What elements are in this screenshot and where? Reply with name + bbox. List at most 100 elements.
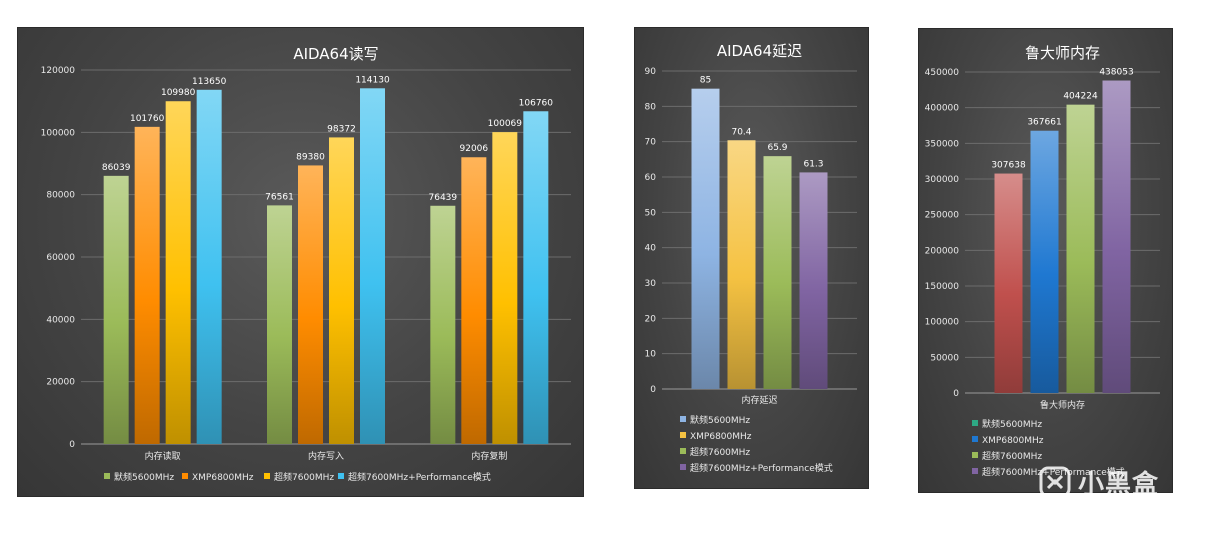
y-tick-label: 40	[645, 244, 657, 254]
chart-ludashi-memory: 鲁大师内存 0 50000 100000 150000 200000 250000 30000…	[925, 44, 1160, 478]
legend-label: 默频5600MHz	[690, 414, 750, 426]
y-tick-label: 0	[650, 385, 656, 395]
data-label: 367661	[1027, 118, 1061, 128]
data-label: 114130	[355, 75, 390, 85]
bar	[267, 205, 292, 444]
bar	[103, 175, 129, 444]
legend-label: XMP6800MHz	[982, 436, 1044, 446]
x-category-label: 内存读取	[145, 450, 181, 462]
data-label: 70.4	[731, 127, 751, 137]
legend-label: 默频5600MHz	[114, 471, 174, 483]
bar	[727, 140, 756, 389]
bar	[763, 156, 792, 389]
bar	[492, 132, 518, 444]
y-tick-label: 200000	[925, 246, 960, 256]
legend-label: XMP6800MHz	[690, 432, 752, 442]
data-label: 106760	[519, 98, 554, 108]
bar	[360, 88, 385, 444]
bar	[1102, 80, 1131, 394]
x-category-label: 内存复制	[471, 450, 507, 462]
chart-aida64-readwrite: AIDA64读写 0 20000 40000 60000 80000 100000 12000…	[41, 45, 571, 483]
bar	[329, 137, 354, 444]
data-label: 65.9	[767, 143, 787, 153]
data-label: 438053	[1099, 68, 1133, 78]
chart-title: AIDA64读写	[293, 45, 378, 63]
data-label: 98372	[327, 124, 356, 134]
y-tick-label: 100000	[925, 318, 960, 328]
x-category-label: 鲁大师内存	[1040, 399, 1085, 411]
bar	[298, 165, 323, 445]
legend-swatch	[972, 452, 978, 458]
legend-swatch	[680, 416, 686, 422]
legend-swatch	[972, 436, 978, 442]
y-tick-label: 10	[645, 350, 657, 360]
data-label: 76561	[265, 192, 294, 202]
y-tick-label: 90	[645, 67, 657, 77]
data-label: 92006	[460, 144, 489, 154]
data-label: 101760	[130, 114, 165, 124]
y-tick-label: 150000	[925, 282, 960, 292]
chart-panel-aida64-latency: AIDA64延迟 0 10 20 30 40 50 60 70 80 90 85 70.4 65.9 61.…	[634, 27, 869, 489]
bar	[1030, 130, 1059, 393]
data-label: 89380	[296, 152, 325, 162]
y-tick-label: 80	[645, 102, 657, 112]
y-tick-label: 250000	[925, 211, 960, 221]
chart-title: 鲁大师内存	[1025, 44, 1100, 62]
bar	[799, 172, 828, 389]
y-tick-label: 40000	[46, 315, 75, 325]
data-label: 76439	[429, 193, 458, 203]
y-tick-label: 50	[645, 208, 657, 218]
y-tick-label: 100000	[41, 128, 76, 138]
legend-swatch	[680, 448, 686, 454]
y-tick-label: 450000	[925, 68, 960, 78]
y-tick-label: 30	[645, 279, 657, 289]
bar	[691, 88, 720, 389]
legend-label: XMP6800MHz	[192, 473, 254, 483]
y-tick-label: 300000	[925, 175, 960, 185]
bar	[430, 205, 456, 444]
chart-panel-ludashi-memory: 鲁大师内存 0 50000 100000 150000 200000 250000 30000…	[918, 28, 1173, 493]
legend-swatch	[338, 473, 344, 479]
y-tick-label: 0	[69, 440, 75, 450]
legend-swatch	[182, 473, 188, 479]
heybox-logo-icon	[1039, 466, 1071, 498]
bar	[196, 89, 222, 444]
y-tick-label: 20	[645, 314, 657, 324]
legend-swatch	[680, 464, 686, 470]
y-tick-label: 0	[953, 389, 959, 399]
legend-swatch	[104, 473, 110, 479]
bar	[1066, 104, 1095, 393]
data-label: 109980	[161, 88, 196, 98]
y-tick-label: 120000	[41, 66, 76, 76]
chart-title: AIDA64延迟	[717, 42, 802, 60]
y-tick-label: 70	[645, 138, 657, 148]
y-tick-label: 20000	[46, 378, 75, 388]
data-label: 307638	[991, 161, 1026, 171]
legend-label: 超频7600MHz+Performance模式	[690, 462, 833, 474]
data-label: 86039	[102, 163, 131, 173]
data-label: 61.3	[803, 159, 823, 169]
chart-aida64-latency: AIDA64延迟 0 10 20 30 40 50 60 70 80 90 85 70.4 65.9 61.…	[645, 42, 857, 474]
bar	[461, 157, 487, 444]
legend-label: 默频5600MHz	[982, 418, 1042, 430]
x-category-label: 内存延迟	[741, 394, 777, 406]
legend-label: 超频7600MHz	[982, 450, 1042, 462]
legend-label: 超频7600MHz+Performance模式	[982, 466, 1125, 478]
y-tick-label: 80000	[46, 191, 75, 201]
legend-swatch	[264, 473, 270, 479]
legend-label: 超频7600MHz+Performance模式	[348, 471, 491, 483]
legend-label: 超频7600MHz	[690, 446, 750, 458]
bar	[523, 111, 549, 445]
bar	[165, 101, 191, 444]
data-label: 404224	[1063, 92, 1098, 102]
legend-label: 超频7600MHz	[274, 471, 334, 483]
data-label: 100069	[488, 119, 523, 129]
data-label: 113650	[192, 77, 227, 87]
y-tick-label: 50000	[930, 353, 959, 363]
legend-swatch	[972, 420, 978, 426]
y-tick-label: 60	[645, 173, 657, 183]
watermark-text: 小黑盒	[1078, 469, 1160, 500]
legend-swatch	[680, 432, 686, 438]
y-tick-label: 400000	[925, 104, 960, 114]
data-label: 85	[700, 76, 711, 86]
